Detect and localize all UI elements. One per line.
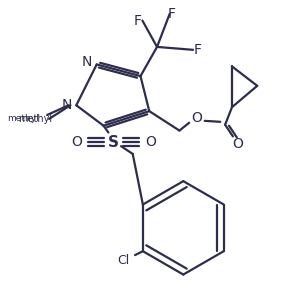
Text: methyl: methyl [18, 114, 53, 124]
Text: Cl: Cl [117, 254, 130, 268]
Text: O: O [71, 135, 82, 149]
Text: S: S [108, 135, 119, 150]
Text: O: O [232, 137, 243, 151]
Text: N: N [82, 54, 92, 69]
Text: O: O [191, 111, 202, 125]
Text: F: F [194, 43, 202, 57]
Text: O: O [145, 135, 156, 149]
Text: F: F [168, 7, 176, 21]
Text: N: N [61, 98, 72, 112]
Text: methyl: methyl [8, 114, 39, 124]
Text: F: F [133, 14, 142, 28]
